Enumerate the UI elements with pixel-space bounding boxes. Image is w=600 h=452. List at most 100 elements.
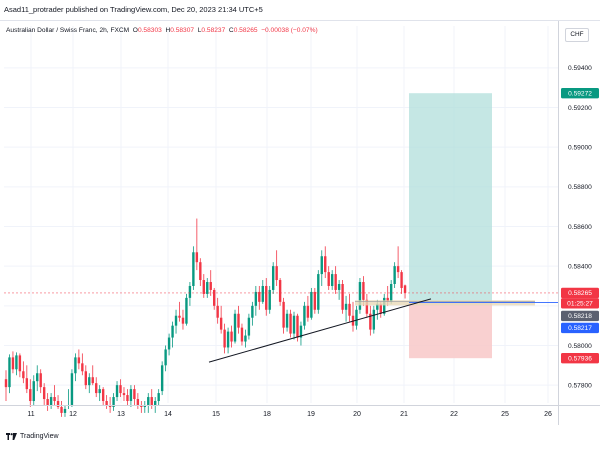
x-tick-label: 19 — [307, 411, 315, 418]
candle-body — [160, 365, 164, 392]
candle-body — [18, 355, 22, 372]
candle-body — [150, 397, 153, 405]
y-tick-label: 0.59200 — [568, 105, 592, 112]
candle-body — [126, 395, 129, 402]
candle-body — [56, 401, 60, 407]
candle-body — [112, 397, 115, 407]
x-tick-label: 21 — [400, 411, 408, 418]
footer-brand: TradingView — [20, 433, 59, 440]
candle-body — [192, 252, 195, 286]
candle-body — [379, 303, 382, 314]
entry-price-badge-blue: 0.58217 — [568, 325, 592, 332]
candle-body — [320, 256, 323, 275]
price-badges: 0.59272 0.58265 01:25:27 0.58218 0.58217 0.57… — [561, 88, 599, 364]
low-value: 0.58237 — [201, 27, 226, 34]
footer: TradingView — [6, 433, 59, 440]
chart-frame — [0, 20, 600, 425]
candle-body — [403, 285, 407, 293]
candle-body — [362, 282, 365, 300]
candle-body — [226, 331, 230, 348]
candle-body — [355, 309, 358, 326]
candle-body — [313, 291, 317, 310]
candle-body — [53, 397, 56, 402]
candle-body — [306, 305, 310, 318]
stop-price-badge: 0.57936 — [568, 355, 592, 362]
candle-body — [261, 285, 264, 302]
position-zones — [409, 93, 492, 359]
last-price-badge-bg — [561, 287, 599, 299]
symbol-legend: Australian Dollar / Swiss Franc, 2h, FXC… — [6, 27, 318, 34]
candle-body — [154, 401, 157, 405]
candle-body — [147, 397, 150, 405]
candle-body — [285, 313, 289, 328]
candle-body — [188, 285, 192, 298]
candle-body — [171, 325, 174, 338]
candle-body — [49, 397, 53, 405]
x-tick-label: 12 — [69, 411, 77, 418]
candle-body — [303, 305, 306, 326]
open-label: O — [132, 27, 138, 34]
x-tick-label: 13 — [117, 411, 125, 418]
candle-body — [296, 315, 299, 338]
candle-body — [91, 377, 94, 384]
candle-body — [157, 393, 160, 402]
candle-body — [258, 291, 261, 302]
candle-body — [344, 303, 348, 310]
candle-body — [282, 301, 285, 328]
candle-body — [240, 327, 244, 342]
candle-body — [167, 337, 171, 350]
candle-body — [209, 282, 212, 290]
candle-body — [223, 329, 226, 348]
candle-body — [122, 393, 126, 396]
candle-body — [219, 317, 223, 330]
candle-body — [202, 280, 205, 294]
candle-body — [292, 315, 296, 334]
entry-price-badge-bg — [561, 310, 599, 322]
y-tick-label: 0.58600 — [568, 224, 592, 231]
y-tick-label: 0.59400 — [568, 65, 592, 72]
candle-body — [178, 315, 181, 318]
axes: 0.578000.580000.582000.584000.586000.588… — [0, 21, 600, 425]
candle-body — [396, 266, 400, 273]
low-label: L — [197, 27, 202, 34]
candle-body — [63, 408, 67, 413]
candle-body — [95, 383, 98, 394]
candle-body — [299, 325, 303, 338]
x-tick-label: 18 — [263, 411, 271, 418]
candle-body — [195, 252, 199, 263]
candle-body — [216, 305, 219, 318]
candle-body — [376, 303, 379, 310]
candle-body — [400, 272, 403, 288]
candle-body — [70, 373, 74, 405]
symbol-name: Australian Dollar / Swiss Franc, 2h, FXC… — [6, 27, 130, 34]
y-tick-label: 0.58800 — [568, 184, 592, 191]
candle-body — [317, 274, 320, 310]
tradingview-logo-icon — [6, 433, 17, 440]
candle-body — [199, 262, 202, 281]
entry-price-badge-blue-bg — [561, 322, 599, 334]
published-header: Asad11_protrader published on TradingVie… — [4, 5, 263, 14]
x-tick-label: 20 — [353, 411, 361, 418]
x-tick-label: 22 — [450, 411, 458, 418]
candle-body — [330, 274, 334, 286]
currency-button[interactable]: CHF — [565, 28, 589, 42]
countdown-badge: 01:25:27 — [567, 301, 593, 308]
candle-body — [244, 335, 247, 342]
y-tick-label: 0.59000 — [568, 144, 592, 151]
stop-price-badge-bg — [561, 352, 599, 364]
target-price-badge: 0.59272 — [568, 91, 592, 98]
candle-body — [389, 284, 393, 302]
candle-body — [254, 291, 258, 306]
candle-body — [119, 385, 122, 394]
annotations — [4, 292, 558, 363]
candle-body — [372, 309, 376, 330]
candle-body — [278, 280, 282, 302]
candle-body — [181, 317, 185, 324]
candle-body — [265, 285, 268, 310]
candle-body — [74, 357, 77, 374]
candle-body — [42, 387, 46, 400]
candle-body — [289, 313, 292, 334]
trendline — [208, 298, 432, 363]
change-value: −0.00038 (−0.07%) — [261, 27, 318, 34]
